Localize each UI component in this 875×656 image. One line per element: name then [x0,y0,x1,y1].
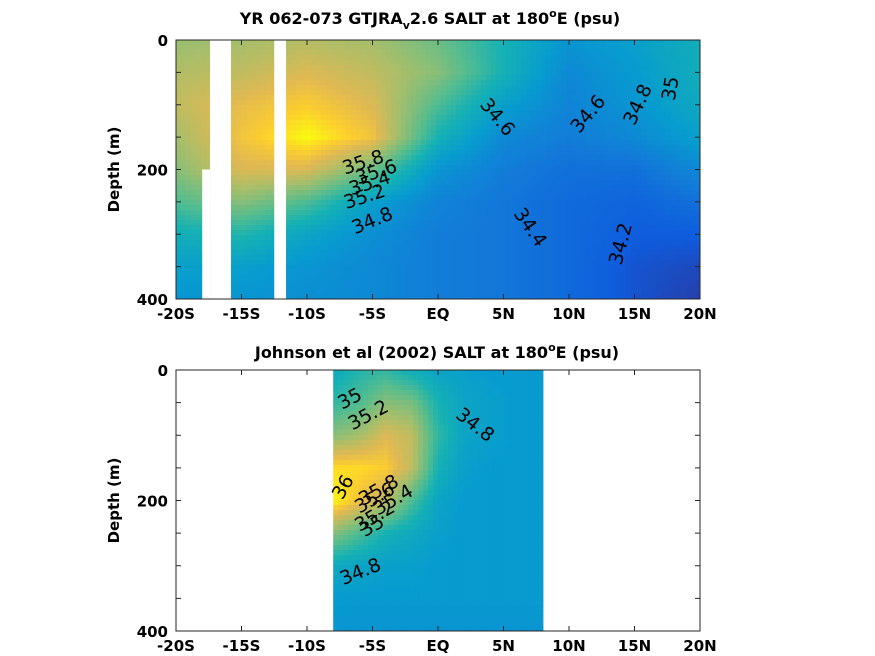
x-tick-label: 20N [683,637,716,655]
y-tick-label: 400 [137,623,168,641]
chart-title: Johnson et al (2002) SALT at 180oE (psu) [254,341,619,362]
y-tick-label: 400 [137,291,168,309]
chart-title: YR 062-073 GTJRAv2.6 SALT at 180oE (psu) [239,7,620,32]
chart-title-part: o [549,7,557,20]
x-tick-label: EQ [427,637,450,655]
x-tick-label: -5S [359,637,386,655]
x-tick-label: -20S [157,305,195,323]
x-tick-label: -15S [223,637,261,655]
chart-title-part: E (psu) [557,9,621,28]
y-axis-label: Depth (m) [105,127,123,213]
chart-title-part: v [403,19,411,32]
x-tick-label: -15S [223,305,261,323]
x-tick-label: -10S [288,305,326,323]
y-axis-label: Depth (m) [105,458,123,544]
chart-title-part: Johnson et al (2002) SALT at 180 [254,343,548,362]
x-tick-label: 15N [618,305,651,323]
x-tick-label: 15N [618,637,651,655]
chart-title-part: YR 062-073 GTJRA [239,9,404,28]
x-tick-label: -5S [359,305,386,323]
x-tick-label: 10N [552,637,585,655]
y-tick-label: 0 [158,362,168,380]
y-tick-label: 200 [137,493,168,511]
missing-data-band [202,169,211,299]
x-tick-label: -20S [157,637,195,655]
x-tick-label: 10N [552,305,585,323]
chart-title-part: 2.6 SALT at 180 [410,9,549,28]
x-tick-label: 5N [492,305,515,323]
x-tick-label: 5N [492,637,515,655]
chart-title-part: E (psu) [556,343,620,362]
x-tick-label: -10S [288,637,326,655]
chart-title-part: o [548,341,556,354]
x-tick-label: EQ [427,305,450,323]
missing-data-band [274,40,287,299]
y-tick-label: 200 [137,162,168,180]
contour-label: 35 [658,75,684,103]
y-tick-label: 0 [158,32,168,50]
x-tick-label: 20N [683,305,716,323]
missing-data-band [210,40,232,299]
